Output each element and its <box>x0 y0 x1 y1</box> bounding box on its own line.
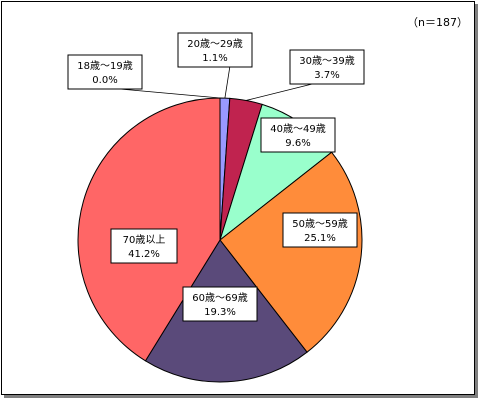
slice-4-label-box <box>282 212 358 248</box>
slice-1-value-label: 1.1% <box>202 53 227 64</box>
slice-1-leader-line <box>224 66 231 99</box>
label-leader-lines <box>119 66 313 101</box>
slice-4-value-label: 25.1% <box>304 233 336 244</box>
slice-0-value-label: 0.0% <box>92 75 117 86</box>
slice-4-category-label: 50歳～59歳 <box>292 218 347 230</box>
slice-2-leader-line <box>246 83 313 101</box>
slice-0-label-box <box>67 54 143 90</box>
slice-5-value-label: 19.3% <box>204 307 236 318</box>
slice-3-category-label: 40歳～49歳 <box>270 123 325 135</box>
slice-2-category-label: 30歳～39歳 <box>299 55 354 67</box>
sample-size-note: （n＝187） <box>407 16 468 29</box>
slice-5-category-label: 60歳～69歳 <box>192 292 247 304</box>
slice-3-label-box <box>260 117 336 153</box>
slice-0-category-label: 18歳～19歳 <box>77 60 132 72</box>
slice-6-label-box <box>110 228 178 264</box>
slice-labels: 18歳～19歳 0.0% 20歳～29歳 1.1% 30歳～39歳 3.7% 40歳～49歳… <box>67 32 365 322</box>
slice-3-value-label: 9.6% <box>285 138 310 149</box>
slice-5-label-box <box>182 286 258 322</box>
slice-1-label-box <box>177 32 253 68</box>
slice-2-value-label: 3.7% <box>314 70 339 81</box>
slice-2-label-box <box>289 49 365 85</box>
slice-0-leader-line <box>119 88 221 99</box>
slice-6-value-label: 41.2% <box>128 249 160 260</box>
slice-6-category-label: 70歳以上 <box>123 234 166 246</box>
slice-1-category-label: 20歳～29歳 <box>187 38 242 50</box>
slice-4 <box>219 151 363 353</box>
